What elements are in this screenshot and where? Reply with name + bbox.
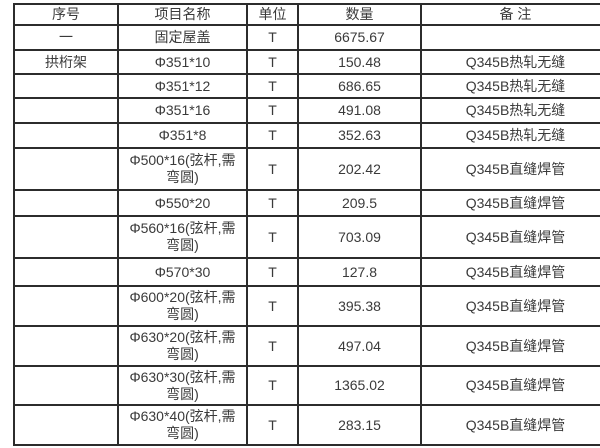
cell-remark: Q345B直缝焊管: [420, 365, 600, 406]
cell-item-name: Φ351*8: [117, 122, 248, 149]
header-serial-number: 序号: [13, 3, 119, 26]
cell-unit: T: [246, 147, 299, 191]
cell-unit: T: [246, 325, 299, 367]
header-row: 序号 项目名称 单位 数量 备 注: [13, 3, 600, 26]
cell-serial: [13, 122, 119, 149]
cell-unit: T: [246, 97, 299, 124]
cell-serial: [13, 257, 119, 287]
header-quantity: 数量: [297, 3, 422, 26]
cell-remark: Q345B直缝焊管: [420, 325, 600, 367]
cell-item-name: Φ560*16(弦杆,需弯圆): [117, 215, 248, 259]
cell-remark: Q345B直缝焊管: [420, 285, 600, 327]
cell-serial: [13, 147, 119, 191]
cell-quantity: 686.65: [297, 73, 422, 99]
cell-quantity: 497.04: [297, 325, 422, 367]
table-row: Φ630*40(弦杆,需弯圆) T 283.15 Q345B直缝焊管: [13, 404, 600, 446]
cell-serial: [13, 189, 119, 217]
cell-unit: T: [246, 49, 299, 75]
cell-item-name: Φ351*16: [117, 97, 248, 124]
cell-item-name: Φ600*20(弦杆,需弯圆): [117, 285, 248, 327]
header-unit: 单位: [246, 3, 299, 26]
cell-unit: T: [246, 285, 299, 327]
cell-unit: T: [246, 365, 299, 406]
cell-remark: Q345B直缝焊管: [420, 215, 600, 259]
table-row: Φ630*30(弦杆,需弯圆) T 1365.02 Q345B直缝焊管: [13, 365, 600, 406]
table-header: 序号 项目名称 单位 数量 备 注: [13, 3, 600, 26]
cell-quantity: 395.38: [297, 285, 422, 327]
table-row: Φ351*16 T 491.08 Q345B热轧无缝: [13, 97, 600, 124]
cell-item-name: Φ630*20(弦杆,需弯圆): [117, 325, 248, 367]
cell-unit: T: [246, 189, 299, 217]
table-row: Φ630*20(弦杆,需弯圆) T 497.04 Q345B直缝焊管: [13, 325, 600, 367]
table-row: 拱桁架 Φ351*10 T 150.48 Q345B热轧无缝: [13, 49, 600, 75]
cell-unit: T: [246, 24, 299, 51]
cell-item-name: Φ351*10: [117, 49, 248, 75]
cell-serial: [13, 325, 119, 367]
cell-serial: [13, 97, 119, 124]
table-row: Φ351*12 T 686.65 Q345B热轧无缝: [13, 73, 600, 99]
cell-quantity: 150.48: [297, 49, 422, 75]
material-quantity-table: 序号 项目名称 单位 数量 备 注 一 固定屋盖 T 6675.67 拱桁架 Φ…: [13, 3, 600, 446]
cell-item-name: Φ630*40(弦杆,需弯圆): [117, 404, 248, 446]
cell-item-name: Φ630*30(弦杆,需弯圆): [117, 365, 248, 406]
cell-quantity: 202.42: [297, 147, 422, 191]
cell-quantity: 352.63: [297, 122, 422, 149]
cell-serial: [13, 215, 119, 259]
table-row: Φ570*30 T 127.8 Q345B直缝焊管: [13, 257, 600, 287]
cell-serial: [13, 73, 119, 99]
cell-item-name: Φ500*16(弦杆,需弯圆): [117, 147, 248, 191]
cell-item-name: Φ570*30: [117, 257, 248, 287]
cell-quantity: 1365.02: [297, 365, 422, 406]
cell-remark: Q345B直缝焊管: [420, 189, 600, 217]
table-row: Φ550*20 T 209.5 Q345B直缝焊管: [13, 189, 600, 217]
header-item-name: 项目名称: [117, 3, 248, 26]
table-row: 一 固定屋盖 T 6675.67: [13, 24, 600, 51]
cell-item-name: 固定屋盖: [117, 24, 248, 51]
cell-unit: T: [246, 404, 299, 446]
cell-quantity: 283.15: [297, 404, 422, 446]
cell-serial: [13, 404, 119, 446]
cell-quantity: 6675.67: [297, 24, 422, 51]
cell-quantity: 209.5: [297, 189, 422, 217]
table-body: 一 固定屋盖 T 6675.67 拱桁架 Φ351*10 T 150.48 Q3…: [13, 24, 600, 446]
table-row: Φ500*16(弦杆,需弯圆) T 202.42 Q345B直缝焊管: [13, 147, 600, 191]
cell-serial: [13, 285, 119, 327]
cell-unit: T: [246, 122, 299, 149]
cell-item-name: Φ351*12: [117, 73, 248, 99]
cell-unit: T: [246, 215, 299, 259]
header-remark: 备 注: [420, 3, 600, 26]
cell-remark: [420, 24, 600, 51]
cell-remark: Q345B直缝焊管: [420, 257, 600, 287]
table-row: Φ351*8 T 352.63 Q345B热轧无缝: [13, 122, 600, 149]
table-row: Φ560*16(弦杆,需弯圆) T 703.09 Q345B直缝焊管: [13, 215, 600, 259]
cell-remark: Q345B热轧无缝: [420, 73, 600, 99]
cell-remark: Q345B直缝焊管: [420, 404, 600, 446]
cell-remark: Q345B热轧无缝: [420, 122, 600, 149]
cell-quantity: 703.09: [297, 215, 422, 259]
cell-quantity: 127.8: [297, 257, 422, 287]
cell-quantity: 491.08: [297, 97, 422, 124]
cell-unit: T: [246, 257, 299, 287]
cell-remark: Q345B热轧无缝: [420, 97, 600, 124]
cell-unit: T: [246, 73, 299, 99]
cell-serial: [13, 365, 119, 406]
cell-serial: 一: [13, 24, 119, 51]
cell-item-name: Φ550*20: [117, 189, 248, 217]
table-row: Φ600*20(弦杆,需弯圆) T 395.38 Q345B直缝焊管: [13, 285, 600, 327]
cell-remark: Q345B热轧无缝: [420, 49, 600, 75]
cell-remark: Q345B直缝焊管: [420, 147, 600, 191]
cell-serial: 拱桁架: [13, 49, 119, 75]
